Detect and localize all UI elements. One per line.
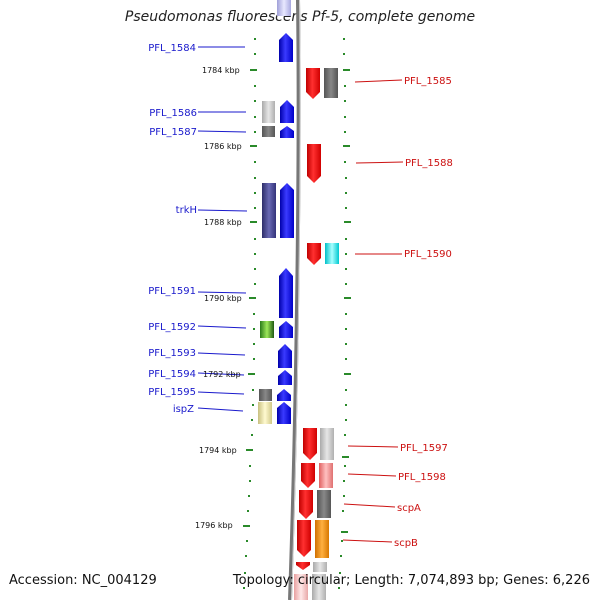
- kbp-label: 1786 kbp: [204, 142, 242, 151]
- kbp-scale-labels: 1784 kbp 1786 kbp 1788 kbp 1790 kbp 1792…: [195, 66, 242, 530]
- gene-pfl1588-arrow: [307, 144, 321, 183]
- gene-scpa-box: [317, 490, 331, 518]
- kbp-label: 1794 kbp: [199, 446, 237, 455]
- kbp-label: 1792 kbp: [203, 370, 241, 379]
- gene-label-pfl1592[interactable]: PFL_1592: [148, 322, 196, 333]
- gene-ispz-box: [258, 402, 272, 424]
- reverse-strand-genes: [294, 68, 339, 600]
- gene-trkh-box: [262, 183, 276, 238]
- gene-pfl1595-box: [259, 389, 272, 401]
- right-connectors: [342, 79, 404, 543]
- gene-pfl1584-arrow: [279, 33, 293, 62]
- gene-pfl1597-arrow: [303, 428, 317, 460]
- right-tick-track: [338, 38, 351, 589]
- gene-label-scpa[interactable]: scpA: [397, 503, 421, 514]
- gene-label-pfl1590[interactable]: PFL_1590: [404, 249, 452, 260]
- gene-pfl1591-arrow: [279, 268, 293, 318]
- gene-pfl1587-box: [262, 126, 275, 137]
- kbp-label: 1790 kbp: [204, 294, 242, 303]
- gene-scpb-arrow: [297, 520, 311, 557]
- gene-label-pfl1588[interactable]: PFL_1588: [405, 158, 453, 169]
- gene-label-pfl1598[interactable]: PFL_1598: [398, 472, 446, 483]
- gene-pfl1593-arrow: [278, 344, 292, 368]
- gene-pfl1592-box: [260, 321, 274, 338]
- gene-scpa-arrow: [299, 490, 313, 519]
- gene-label-pfl1591[interactable]: PFL_1591: [148, 286, 196, 297]
- topology-text: Topology: circular; Length: 7,074,893 bp…: [232, 573, 590, 588]
- gene-label-pfl1584[interactable]: PFL_1584: [148, 43, 196, 54]
- gene-label-pfl1597[interactable]: PFL_1597: [400, 443, 448, 454]
- gene-scpb-box: [315, 520, 329, 558]
- right-gene-labels[interactable]: PFL_1585 PFL_1588 PFL_1590 PFL_1597 PFL_…: [394, 76, 453, 549]
- gene-label-pfl1595[interactable]: PFL_1595: [148, 387, 196, 398]
- gene-label-pfl1593[interactable]: PFL_1593: [148, 348, 196, 359]
- gene-label-trkh[interactable]: trkH: [176, 205, 197, 216]
- gene-pfl1585-box: [324, 68, 338, 98]
- genome-backbone: [288, 0, 301, 600]
- gene-pfl1597-box: [320, 428, 334, 460]
- kbp-label: 1784 kbp: [202, 66, 240, 75]
- gene-label-pfl1586[interactable]: PFL_1586: [149, 108, 197, 119]
- gene-label-scpb[interactable]: scpB: [394, 538, 418, 549]
- gene-pfl1598-arrow: [301, 463, 315, 488]
- gene-pfl1590-arrow: [307, 243, 321, 265]
- gene-label-ispz[interactable]: ispZ: [173, 404, 194, 415]
- gene-pfl1585-arrow: [306, 68, 320, 99]
- gene-label-pfl1585[interactable]: PFL_1585: [404, 76, 452, 87]
- accession-text: Accession: NC_004129: [9, 573, 157, 588]
- forward-strand-genes: [258, 0, 294, 424]
- gene-pfl1590-box: [325, 243, 339, 264]
- kbp-label: 1788 kbp: [204, 218, 242, 227]
- gene-label-pfl1587[interactable]: PFL_1587: [149, 127, 197, 138]
- left-gene-labels[interactable]: PFL_1584 PFL_1586 PFL_1587 trkH PFL_1591…: [148, 43, 197, 415]
- left-tick-track: [243, 38, 257, 589]
- kbp-label: 1796 kbp: [195, 521, 233, 530]
- gene-label-pfl1594[interactable]: PFL_1594: [148, 369, 196, 380]
- left-connectors: [197, 46, 248, 412]
- gene-trkh-arrow: [280, 183, 294, 238]
- gene-pfl1598-box: [319, 463, 333, 488]
- gene-pfl1594-arrow: [278, 370, 292, 385]
- gene-pfl1586-box: [262, 101, 275, 123]
